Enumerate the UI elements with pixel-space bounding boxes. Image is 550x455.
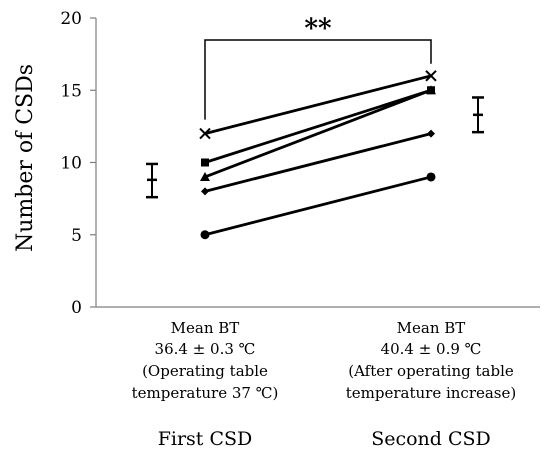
series-diamond (201, 129, 435, 196)
marker-diamond (201, 187, 209, 196)
category-condition-text: temperature increase) (346, 384, 517, 402)
y-tick-label: 20 (60, 9, 82, 29)
marker-x (199, 127, 211, 140)
category-condition-text: 40.4 ± 0.9 ℃ (381, 340, 482, 358)
mean-error-bars (146, 96, 484, 199)
series-circle (200, 172, 436, 240)
category-condition-text: Mean BT (171, 319, 240, 337)
marker-x-stroke (425, 70, 437, 82)
x-category-label: Second CSD (371, 428, 491, 450)
marker-triangle (426, 85, 436, 95)
y-tick-label: 0 (71, 298, 82, 318)
significance-bracket-line (204, 39, 432, 120)
mean-error-bar (146, 162, 158, 199)
series-line (204, 74, 432, 135)
category-condition-text: (After operating table (348, 362, 514, 380)
marker-diamond (427, 129, 435, 138)
marker-triangle (200, 171, 210, 181)
y-tick-label: 5 (71, 226, 82, 246)
series-line (204, 88, 432, 164)
marker-circle (426, 172, 436, 182)
significance-bracket (204, 39, 432, 120)
marker-x-stroke (199, 127, 211, 140)
series-triangle (200, 85, 436, 181)
y-tick-label: 10 (60, 154, 82, 174)
series-line (204, 132, 432, 193)
marker-circle (200, 230, 210, 240)
category-condition-text: Mean BT (397, 319, 466, 337)
x-category-labels: Mean BT 36.4 ± 0.3 ℃ (Operating table tempe… (132, 319, 517, 450)
series-line (204, 175, 432, 237)
category-condition-text: (Operating table (142, 362, 268, 380)
y-ticks: 0 5 10 15 20 (60, 9, 96, 318)
marker-square (201, 158, 209, 167)
series-x (199, 70, 437, 140)
significance-label: ** (304, 14, 332, 44)
category-condition-text: temperature 37 ℃) (132, 384, 279, 402)
marker-x (425, 70, 437, 82)
y-axis-label: Number of CSDs (13, 64, 38, 252)
mean-error-bar (472, 96, 484, 134)
y-tick-label: 15 (60, 81, 82, 101)
category-condition-text: 36.4 ± 0.3 ℃ (155, 340, 256, 358)
series-line (204, 88, 432, 179)
x-category-label: First CSD (158, 428, 253, 450)
series-group (199, 70, 437, 240)
